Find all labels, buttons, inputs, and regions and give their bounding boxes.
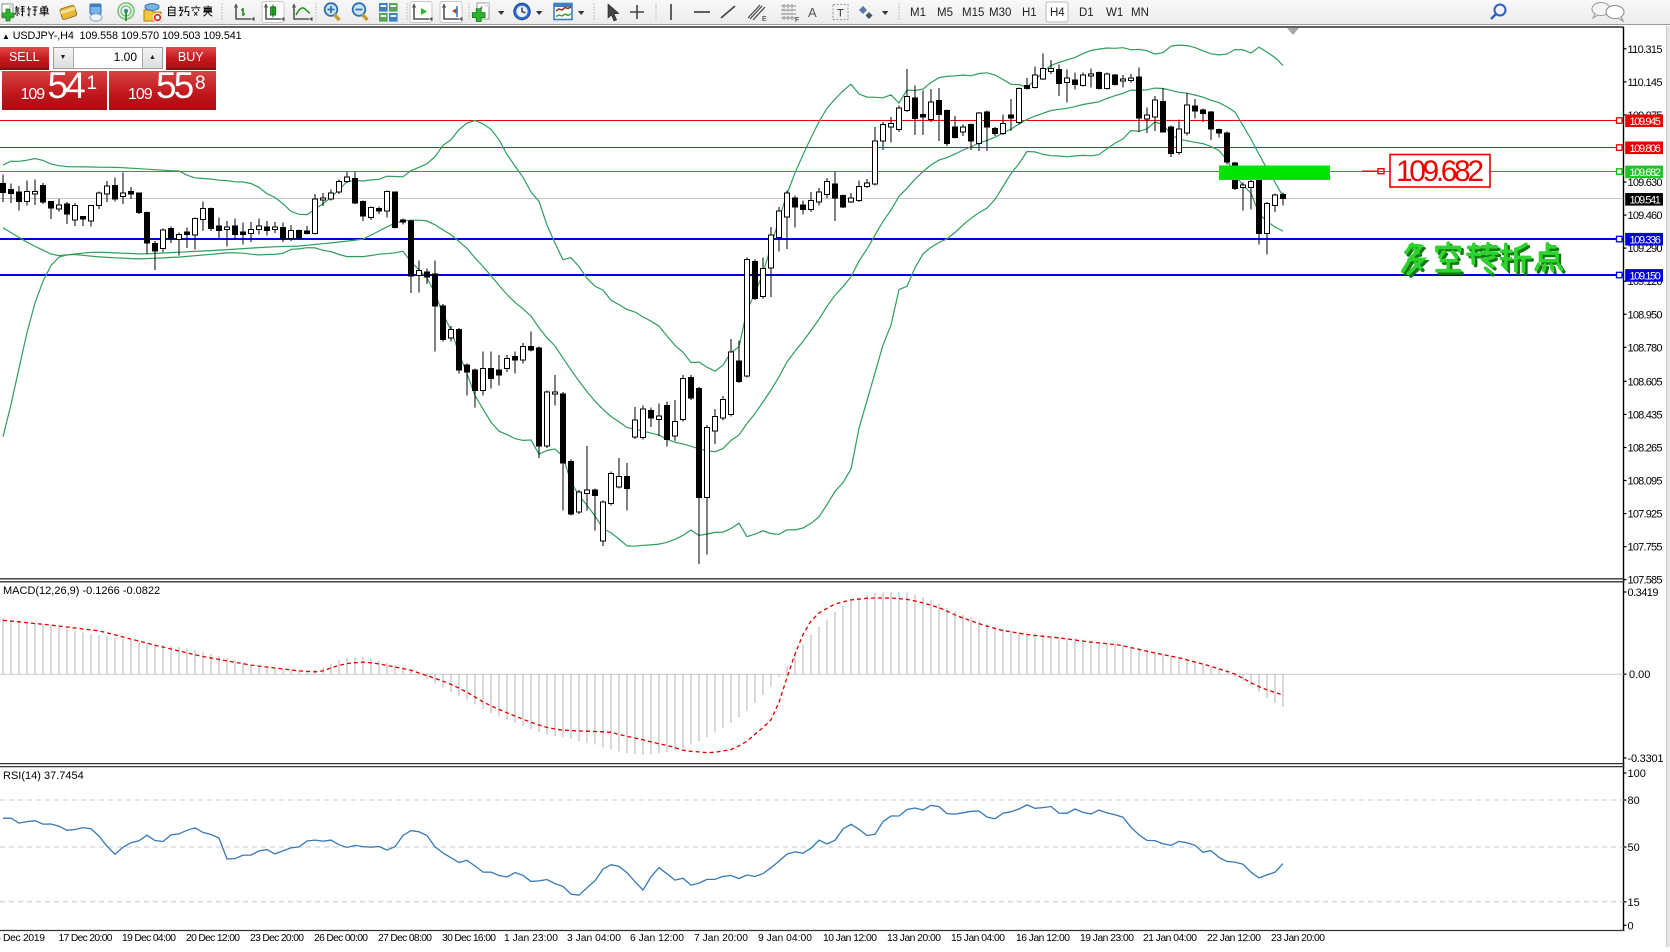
svg-text:109.682: 109.682 xyxy=(1396,155,1484,188)
svg-text:T: T xyxy=(837,8,844,20)
svg-text:107.925: 107.925 xyxy=(1628,509,1663,521)
svg-text:15 Jan 04:00: 15 Jan 04:00 xyxy=(951,933,1005,944)
svg-text:0.00: 0.00 xyxy=(1629,669,1650,681)
svg-text:30 Dec 16:00: 30 Dec 16:00 xyxy=(442,933,496,944)
svg-text:27 Dec 08:00: 27 Dec 08:00 xyxy=(378,933,432,944)
svg-text:F: F xyxy=(795,17,799,24)
svg-text:W1: W1 xyxy=(1106,7,1123,19)
svg-text:50: 50 xyxy=(1628,842,1640,854)
svg-text:107.755: 107.755 xyxy=(1628,542,1663,554)
svg-text:10 Jan 12:00: 10 Jan 12:00 xyxy=(823,933,877,944)
svg-text:80: 80 xyxy=(1628,795,1640,807)
svg-text:15: 15 xyxy=(1628,897,1640,909)
svg-text:-0.3301: -0.3301 xyxy=(1628,753,1664,765)
svg-text:110.145: 110.145 xyxy=(1628,77,1663,89)
svg-text:M15: M15 xyxy=(962,7,984,19)
svg-text:109.806: 109.806 xyxy=(1630,143,1661,155)
svg-text:A: A xyxy=(808,5,817,20)
svg-text:108.950: 108.950 xyxy=(1628,309,1663,321)
svg-text:7 Jan 20:00: 7 Jan 20:00 xyxy=(694,933,748,944)
svg-text:108.605: 108.605 xyxy=(1628,376,1663,388)
svg-text:20 Dec 12:00: 20 Dec 12:00 xyxy=(186,933,240,944)
svg-text:109.336: 109.336 xyxy=(1630,234,1661,246)
svg-text:23 Dec 20:00: 23 Dec 20:00 xyxy=(250,933,304,944)
svg-text:0.3419: 0.3419 xyxy=(1628,587,1659,599)
svg-text:RSI(14) 37.7454: RSI(14) 37.7454 xyxy=(3,770,84,782)
svg-text:22 Jan 12:00: 22 Jan 12:00 xyxy=(1207,933,1261,944)
svg-text:110.315: 110.315 xyxy=(1628,44,1663,56)
svg-text:1 Jan 23:00: 1 Jan 23:00 xyxy=(504,933,558,944)
svg-text:6 Jan 12:00: 6 Jan 12:00 xyxy=(630,933,684,944)
svg-text:109.945: 109.945 xyxy=(1630,116,1661,128)
svg-text:108.265: 108.265 xyxy=(1628,443,1663,455)
svg-text:23 Jan 20:00: 23 Jan 20:00 xyxy=(1271,933,1325,944)
svg-text:6 Dec 2019: 6 Dec 2019 xyxy=(0,933,45,944)
svg-text:109.150: 109.150 xyxy=(1630,271,1661,283)
svg-text:109.630: 109.630 xyxy=(1628,177,1663,189)
svg-text:19 Jan 23:00: 19 Jan 23:00 xyxy=(1080,933,1134,944)
svg-text:109.290: 109.290 xyxy=(1628,243,1663,255)
svg-text:13 Jan 20:00: 13 Jan 20:00 xyxy=(887,933,941,944)
svg-text:M30: M30 xyxy=(989,7,1011,19)
svg-text:108.095: 108.095 xyxy=(1628,476,1663,488)
svg-text:19 Dec 04:00: 19 Dec 04:00 xyxy=(122,933,176,944)
svg-text:3 Jan 04:00: 3 Jan 04:00 xyxy=(567,933,621,944)
svg-text:E: E xyxy=(762,16,767,23)
svg-text:107.585: 107.585 xyxy=(1628,575,1663,587)
svg-text:D1: D1 xyxy=(1079,7,1094,19)
svg-text:109.541: 109.541 xyxy=(1630,195,1661,207)
svg-text:H4: H4 xyxy=(1050,7,1065,19)
svg-text:0: 0 xyxy=(1628,920,1634,932)
svg-text:26 Dec 00:00: 26 Dec 00:00 xyxy=(314,933,368,944)
svg-text:108.780: 108.780 xyxy=(1628,342,1663,354)
svg-text:109.682: 109.682 xyxy=(1630,167,1661,179)
svg-text:109.460: 109.460 xyxy=(1628,210,1663,222)
svg-text:21 Jan 04:00: 21 Jan 04:00 xyxy=(1143,933,1197,944)
svg-text:MACD(12,26,9) -0.1266 -0.0822: MACD(12,26,9) -0.1266 -0.0822 xyxy=(3,585,160,597)
svg-text:9 Jan 04:00: 9 Jan 04:00 xyxy=(758,933,812,944)
svg-text:17 Dec 20:00: 17 Dec 20:00 xyxy=(59,933,113,944)
svg-text:108.435: 108.435 xyxy=(1628,409,1663,421)
svg-text:100: 100 xyxy=(1628,768,1646,780)
svg-text:16 Jan 12:00: 16 Jan 12:00 xyxy=(1016,933,1070,944)
svg-text:MN: MN xyxy=(1131,7,1149,19)
svg-text:H1: H1 xyxy=(1022,7,1037,19)
svg-text:M5: M5 xyxy=(937,7,953,19)
svg-text:M1: M1 xyxy=(910,7,926,19)
